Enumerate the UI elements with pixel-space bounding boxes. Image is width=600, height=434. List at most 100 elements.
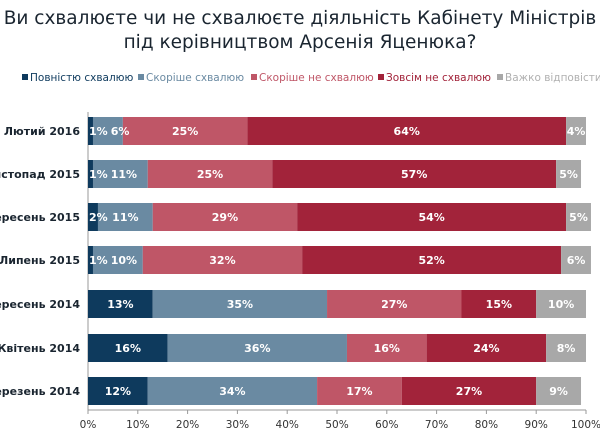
data-label: 11%: [111, 168, 137, 181]
data-label: 1%: [89, 125, 108, 138]
data-label: 4%: [567, 125, 586, 138]
legend-marker-4: [497, 74, 503, 80]
category-label: Вересень 2015: [0, 211, 80, 224]
x-tick-label: 80%: [475, 419, 498, 431]
data-label: 6%: [111, 125, 130, 138]
bar-segment: [167, 334, 347, 362]
x-tick-label: 90%: [525, 419, 548, 431]
x-tick-label: 0%: [80, 419, 97, 431]
data-label: 9%: [549, 385, 568, 398]
data-label: 12%: [105, 385, 131, 398]
data-label: 27%: [456, 385, 482, 398]
bar-segment: [88, 290, 153, 318]
bar-segment: [401, 377, 537, 405]
chart-title: Ви схвалюєте чи не схвалюєте діяльність …: [3, 8, 597, 53]
x-tick-label: 20%: [176, 419, 199, 431]
bar-segment: [122, 117, 248, 145]
data-label: 2%: [89, 211, 108, 224]
data-label: 10%: [111, 254, 137, 267]
bar-segment: [92, 117, 123, 145]
legend-label-1: Скоріше схвалюю: [146, 72, 244, 84]
bar-segment: [247, 117, 567, 145]
bar-segment: [346, 334, 427, 362]
bar-segment: [88, 246, 93, 274]
bar-segment: [566, 117, 586, 145]
bar-segment: [152, 203, 298, 231]
data-label: 13%: [107, 298, 133, 311]
bar-segment: [317, 377, 402, 405]
bar-segment: [327, 290, 462, 318]
data-label: 1%: [89, 254, 108, 267]
bar-segment: [88, 203, 98, 231]
data-label: 57%: [401, 168, 427, 181]
data-label: 24%: [473, 342, 499, 355]
data-label: 52%: [418, 254, 444, 267]
category-label: Березень 2014: [0, 385, 80, 398]
bar-segment: [297, 203, 567, 231]
data-label: 64%: [394, 125, 420, 138]
legend-label-0: Повністю схвалюю: [30, 72, 134, 84]
category-label: Вересень 2014: [0, 298, 80, 311]
data-label: 32%: [209, 254, 235, 267]
bar-segment: [88, 334, 168, 362]
x-tick-label: 40%: [276, 419, 299, 431]
data-label: 1%: [89, 168, 108, 181]
category-label: Листопад 2015: [0, 168, 80, 181]
bar-segment: [546, 334, 586, 362]
data-label: 25%: [197, 168, 223, 181]
data-label: 25%: [172, 125, 198, 138]
bar-segment: [147, 160, 273, 188]
data-label: 5%: [569, 211, 588, 224]
bar-segment: [88, 377, 148, 405]
x-tick-label: 10%: [126, 419, 149, 431]
data-label: 27%: [381, 298, 407, 311]
bar-segment: [88, 117, 93, 145]
x-tick-label: 60%: [375, 419, 398, 431]
data-label: 34%: [219, 385, 245, 398]
data-label: 10%: [548, 298, 574, 311]
category-label: Липень 2015: [0, 254, 80, 267]
bar-segment: [556, 160, 582, 188]
data-label: 16%: [374, 342, 400, 355]
data-label: 6%: [567, 254, 586, 267]
data-label: 5%: [559, 168, 578, 181]
category-label: Лютий 2016: [4, 125, 80, 138]
bar-segment: [566, 203, 591, 231]
legend-marker-1: [138, 74, 144, 80]
bar-segment: [561, 246, 591, 274]
bar-segment: [302, 246, 562, 274]
x-tick-label: 30%: [226, 419, 249, 431]
category-label: Квітень 2014: [0, 342, 80, 355]
bar-segment: [536, 290, 586, 318]
legend-label-3: Зовсім не схвалюю: [386, 72, 491, 84]
data-label: 29%: [212, 211, 238, 224]
data-label: 16%: [115, 342, 141, 355]
bar-segment: [97, 203, 153, 231]
legend-label-2: Скоріше не схвалюю: [259, 72, 374, 84]
bar-segment: [426, 334, 547, 362]
bar-segment: [272, 160, 557, 188]
legend-label-4: Важко відповісти: [505, 72, 600, 84]
bar-segment: [461, 290, 537, 318]
data-label: 36%: [244, 342, 270, 355]
data-label: 35%: [227, 298, 253, 311]
data-label: 8%: [557, 342, 576, 355]
bar-segment: [152, 290, 328, 318]
legend-marker-2: [251, 74, 257, 80]
bar-segment: [147, 377, 318, 405]
x-tick-label: 50%: [325, 419, 348, 431]
data-label: 11%: [112, 211, 138, 224]
bar-segment: [536, 377, 582, 405]
x-tick-label: 100%: [571, 419, 600, 431]
legend-marker-3: [378, 74, 384, 80]
data-label: 54%: [418, 211, 444, 224]
bar-segment: [92, 246, 143, 274]
bar-segment: [142, 246, 303, 274]
x-tick-label: 70%: [425, 419, 448, 431]
bar-segment: [92, 160, 148, 188]
legend-marker-0: [22, 74, 28, 80]
data-label: 17%: [346, 385, 372, 398]
bar-segment: [88, 160, 93, 188]
data-label: 15%: [486, 298, 512, 311]
